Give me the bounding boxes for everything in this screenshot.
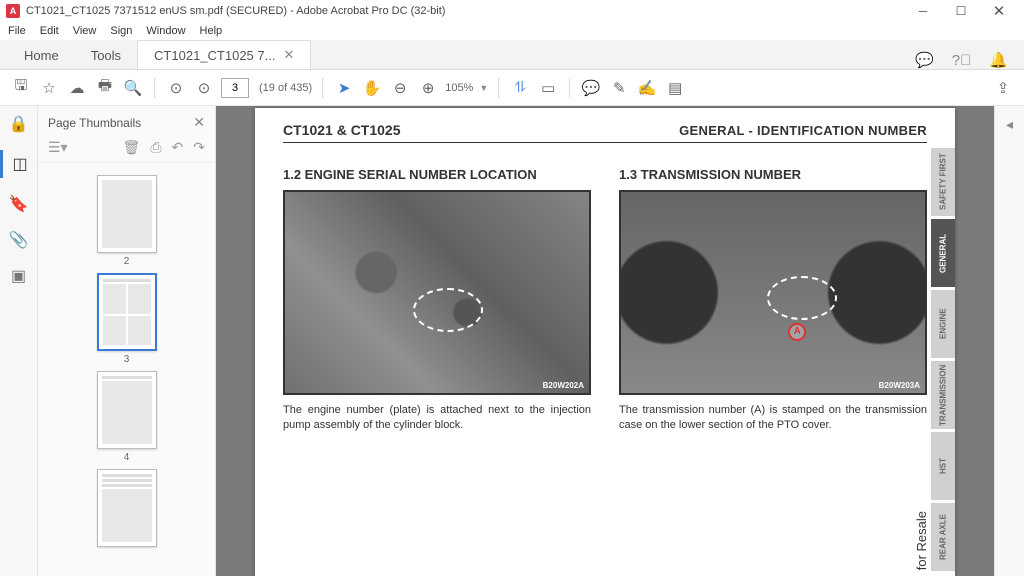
- tab-document-label: CT1021_CT1025 7...: [154, 48, 275, 63]
- resale-watermark: for Resale: [914, 511, 929, 570]
- save-icon[interactable]: 🖫: [10, 77, 32, 99]
- cloud-icon[interactable]: ☁: [66, 77, 88, 99]
- comment-icon[interactable]: 💬: [580, 77, 602, 99]
- thumbnails-rail-icon[interactable]: ◫: [0, 150, 37, 178]
- thumbnail-page[interactable]: 3: [97, 273, 157, 365]
- app-icon: A: [6, 4, 20, 18]
- tab-home[interactable]: Home: [8, 42, 75, 69]
- thumb-extract-icon[interactable]: ⎙: [150, 139, 161, 156]
- menu-help[interactable]: Help: [200, 25, 223, 37]
- fit-page-icon[interactable]: ▭: [537, 77, 559, 99]
- transmission-photo: A B20W203A: [619, 190, 927, 395]
- tabbar: Home Tools CT1021_CT1025 7... ✕ 💬 ?⃝ 🔔: [0, 40, 1024, 70]
- bookmark-rail-icon[interactable]: 🔖: [9, 194, 29, 214]
- zoom-out-icon[interactable]: ⊖: [389, 77, 411, 99]
- engine-photo: B20W202A: [283, 190, 591, 395]
- menu-view[interactable]: View: [73, 25, 97, 37]
- thumbnail-page[interactable]: [97, 469, 157, 547]
- share-icon[interactable]: ⇪: [992, 77, 1014, 99]
- workspace: 🔒 ◫ 🔖 📎 ▣ Page Thumbnails ✕ ☰▾ 🗑 ⎙ ↶ ↷ 2…: [0, 106, 1024, 576]
- fit-width-icon[interactable]: ⥮: [509, 77, 531, 99]
- tab-close-icon[interactable]: ✕: [283, 47, 294, 63]
- menu-file[interactable]: File: [8, 25, 26, 37]
- section-1-3-caption: The transmission number (A) is stamped o…: [619, 403, 927, 434]
- sidetab-safety[interactable]: SAFETY FIRST: [931, 148, 955, 216]
- print-icon[interactable]: 🖶: [94, 77, 116, 99]
- attachment-rail-icon[interactable]: 📎: [9, 230, 29, 250]
- thumbnails-list[interactable]: 2 3 4: [38, 163, 215, 576]
- thumb-rotate-ccw-icon[interactable]: ↶: [172, 139, 184, 156]
- select-tool-icon[interactable]: ➤: [333, 77, 355, 99]
- window-controls: ─ ☐ ✕: [904, 0, 1018, 22]
- layers-rail-icon[interactable]: ▣: [11, 266, 26, 286]
- thumb-rotate-cw-icon[interactable]: ↷: [193, 139, 205, 156]
- minimize-button[interactable]: ─: [904, 0, 942, 22]
- menu-sign[interactable]: Sign: [110, 25, 132, 37]
- zoom-level[interactable]: 105%: [445, 82, 473, 94]
- tabbar-right-icons: 💬 ?⃝ 🔔: [915, 51, 1016, 69]
- bell-icon[interactable]: 🔔: [989, 51, 1008, 69]
- thumbnails-panel: Page Thumbnails ✕ ☰▾ 🗑 ⎙ ↶ ↷ 2 3 4: [38, 106, 216, 576]
- hand-tool-icon[interactable]: ✋: [361, 77, 383, 99]
- page-header-left: CT1021 & CT1025: [283, 122, 401, 138]
- section-sidetabs: SAFETY FIRST GENERAL ENGINE TRANSMISSION…: [931, 148, 955, 574]
- sidetab-rearaxle[interactable]: REAR AXLE: [931, 503, 955, 571]
- help-icon[interactable]: ?⃝: [952, 52, 972, 69]
- menubar: File Edit View Sign Window Help: [0, 22, 1024, 40]
- thumbnails-title: Page Thumbnails: [48, 116, 141, 130]
- menu-edit[interactable]: Edit: [40, 25, 59, 37]
- zoom-in-icon[interactable]: ⊕: [417, 77, 439, 99]
- left-rail: 🔒 ◫ 🔖 📎 ▣: [0, 106, 38, 576]
- page-of-label: (19 of 435): [259, 82, 312, 94]
- thumbnails-close-icon[interactable]: ✕: [193, 114, 205, 131]
- sidetab-engine[interactable]: ENGINE: [931, 290, 955, 358]
- thumb-label: 3: [97, 354, 157, 365]
- close-button[interactable]: ✕: [980, 0, 1018, 22]
- page-up-icon[interactable]: ⊙: [165, 77, 187, 99]
- photo-label: B20W203A: [879, 381, 920, 390]
- thumb-options-icon[interactable]: ☰▾: [48, 139, 68, 156]
- section-1-3-title: 1.3 TRANSMISSION NUMBER: [619, 167, 927, 182]
- sidetab-general[interactable]: GENERAL: [931, 219, 955, 287]
- zoom-dropdown-icon[interactable]: ▼: [479, 83, 488, 93]
- page-header-right: GENERAL - IDENTIFICATION NUMBER: [679, 123, 927, 138]
- right-panel-toggle[interactable]: ◂: [994, 106, 1024, 576]
- stamp-icon[interactable]: ▤: [664, 77, 686, 99]
- star-icon[interactable]: ☆: [38, 77, 60, 99]
- photo-label: B20W202A: [543, 381, 584, 390]
- sign-icon[interactable]: ✍: [636, 77, 658, 99]
- window-title: CT1021_CT1025 7371512 enUS sm.pdf (SECUR…: [26, 5, 904, 17]
- search-icon[interactable]: 🔍: [122, 77, 144, 99]
- tab-tools[interactable]: Tools: [75, 42, 137, 69]
- thumb-delete-icon[interactable]: 🗑: [123, 139, 141, 156]
- thumb-label: 4: [97, 452, 157, 463]
- menu-window[interactable]: Window: [146, 25, 185, 37]
- thumbnail-page[interactable]: 2: [97, 175, 157, 267]
- titlebar: A CT1021_CT1025 7371512 enUS sm.pdf (SEC…: [0, 0, 1024, 22]
- page-down-icon[interactable]: ⊙: [193, 77, 215, 99]
- chat-icon[interactable]: 💬: [915, 51, 934, 69]
- document-view[interactable]: CT1021 & CT1025 GENERAL - IDENTIFICATION…: [216, 106, 994, 576]
- maximize-button[interactable]: ☐: [942, 0, 980, 22]
- toolbar: 🖫 ☆ ☁ 🖶 🔍 ⊙ ⊙ (19 of 435) ➤ ✋ ⊖ ⊕ 105% ▼…: [0, 70, 1024, 106]
- marker-a: A: [788, 323, 806, 341]
- section-1-2-title: 1.2 ENGINE SERIAL NUMBER LOCATION: [283, 167, 591, 182]
- highlight-icon[interactable]: ✎: [608, 77, 630, 99]
- section-1-2-caption: The engine number (plate) is attached ne…: [283, 403, 591, 434]
- thumb-label: 2: [97, 256, 157, 267]
- thumbnails-toolbar: ☰▾ 🗑 ⎙ ↶ ↷: [38, 135, 215, 163]
- lock-icon[interactable]: 🔒: [9, 114, 29, 134]
- pdf-page: CT1021 & CT1025 GENERAL - IDENTIFICATION…: [255, 108, 955, 576]
- sidetab-transmission[interactable]: TRANSMISSION: [931, 361, 955, 429]
- page-input[interactable]: [221, 78, 249, 98]
- tab-document[interactable]: CT1021_CT1025 7... ✕: [137, 40, 311, 69]
- sidetab-hst[interactable]: HST: [931, 432, 955, 500]
- thumbnail-page[interactable]: 4: [97, 371, 157, 463]
